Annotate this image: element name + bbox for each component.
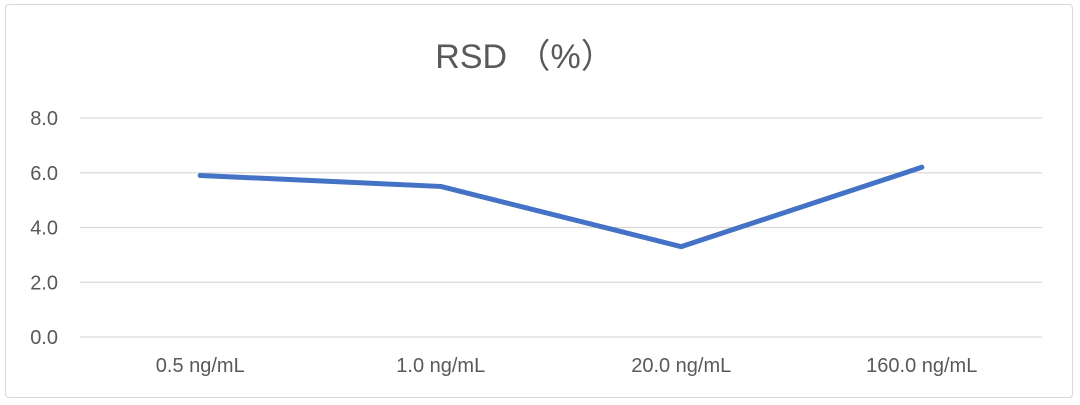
- y-tick-labels: 0.0 2.0 4.0 6.0 8.0: [30, 108, 58, 349]
- data-point: [678, 244, 684, 250]
- y-tick-label: 8.0: [30, 108, 58, 130]
- y-tick-label: 0.0: [30, 327, 58, 349]
- series-group: [197, 164, 925, 250]
- data-point: [919, 164, 925, 170]
- chart-frame: [5, 4, 1073, 398]
- series-line-0: [197, 164, 925, 250]
- x-tick-labels: 0.5 ng/mL 1.0 ng/mL 20.0 ng/mL 160.0 ng/mL: [156, 355, 978, 377]
- x-tick-label: 1.0 ng/mL: [396, 355, 485, 377]
- data-point: [197, 172, 203, 178]
- x-tick-label: 0.5 ng/mL: [156, 355, 245, 377]
- y-tick-label: 4.0: [30, 218, 58, 240]
- x-tick-label: 20.0 ng/mL: [631, 355, 731, 377]
- y-tick-label: 2.0: [30, 272, 58, 294]
- grid-lines: [80, 117, 1042, 338]
- chart-title: RSD （%）: [435, 38, 614, 76]
- y-tick-label: 6.0: [30, 163, 58, 185]
- x-tick-label: 160.0 ng/mL: [866, 355, 977, 377]
- data-point: [438, 183, 444, 189]
